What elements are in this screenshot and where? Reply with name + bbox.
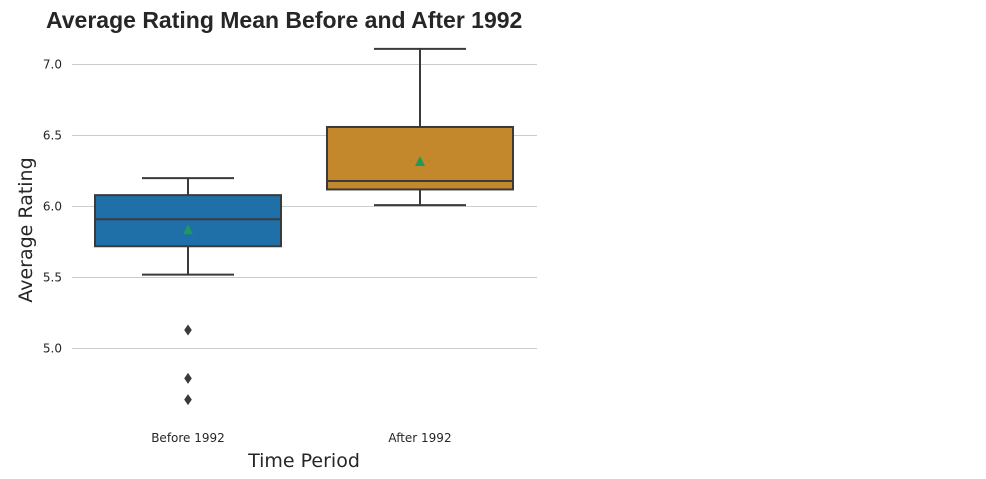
x-tick-label: After 1992 bbox=[388, 431, 451, 445]
y-tick-label: 5.0 bbox=[43, 342, 62, 356]
mean-marker bbox=[183, 224, 193, 235]
y-tick-label: 6.5 bbox=[43, 129, 62, 143]
box-group bbox=[94, 177, 282, 406]
y-tick-label: 5.5 bbox=[43, 271, 62, 285]
y-tick-label: 7.0 bbox=[43, 58, 62, 72]
chart-title: Average Rating Mean Before and After 199… bbox=[46, 7, 522, 33]
box bbox=[94, 194, 282, 248]
boxes bbox=[94, 47, 514, 406]
y-axis-ticks: 5.0 5.5 6.0 6.5 7.0 bbox=[43, 58, 62, 356]
x-axis-label: Time Period bbox=[247, 450, 360, 472]
outlier-point bbox=[184, 394, 192, 406]
box-group bbox=[326, 47, 514, 207]
mean-marker bbox=[415, 156, 425, 167]
outlier-point bbox=[184, 324, 192, 336]
x-axis-ticks: Before 1992 After 1992 bbox=[151, 431, 451, 445]
y-tick-label: 6.0 bbox=[43, 200, 62, 214]
y-axis-label: Average Rating bbox=[15, 157, 37, 302]
x-tick-label: Before 1992 bbox=[151, 431, 225, 445]
outlier-point bbox=[184, 372, 192, 384]
